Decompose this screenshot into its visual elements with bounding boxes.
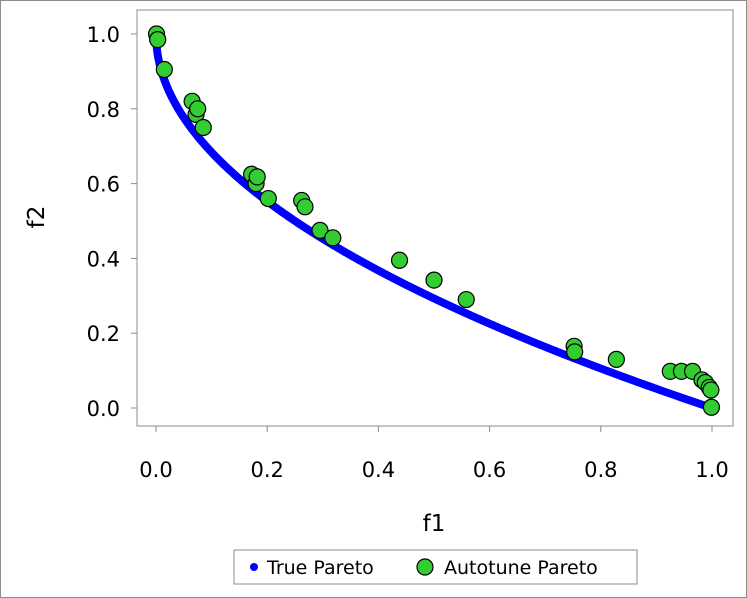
autotune-pareto-point [259,189,277,208]
legend: True Pareto Autotune Pareto [233,549,638,585]
autotune-pareto-point [296,198,314,216]
autotune-pareto-point [194,118,212,137]
true-pareto-series [152,30,716,412]
x-tick-label: 0.6 [473,458,506,482]
legend-autotune-pareto-label: Autotune Pareto [444,557,598,579]
legend-true-pareto-label: True Pareto [266,557,374,579]
autotune-pareto-point [390,251,409,269]
legend-true-pareto-marker [250,563,258,571]
y-tick-label: 0.2 [87,322,120,346]
legend-autotune-pareto-marker [416,558,434,576]
autotune-pareto-series [147,25,721,416]
autotune-pareto-point [566,343,584,361]
autotune-pareto-point [149,31,167,49]
y-tick-label: 0.4 [87,247,120,271]
x-axis-title: f1 [423,511,446,537]
x-tick-label: 0.4 [362,458,395,482]
x-tick-label: 1.0 [695,458,728,482]
autotune-pareto-point [248,168,266,186]
autotune-pareto-point [702,381,720,399]
autotune-pareto-point [324,229,342,247]
y-axis-title: f2 [24,206,50,229]
autotune-pareto-point [425,271,443,289]
x-axis: 0.0 0.2 0.4 0.6 0.8 1.0 [139,426,729,482]
autotune-pareto-point [457,290,475,309]
legend-box [233,549,638,585]
y-tick-label: 0.6 [87,173,120,197]
autotune-pareto-point [311,221,329,239]
x-tick-label: 0.0 [139,458,172,482]
y-tick-label: 1.0 [87,23,120,47]
autotune-pareto-point [702,398,721,416]
y-tick-label: 0.8 [87,98,120,122]
x-tick-label: 0.8 [584,458,617,482]
x-tick-label: 0.2 [250,458,283,482]
y-tick-label: 0.0 [87,397,120,421]
autotune-pareto-point [189,100,207,118]
autotune-pareto-point [155,60,173,79]
autotune-pareto-point [607,350,625,368]
y-axis: 0.0 0.2 0.4 0.6 0.8 1.0 [87,23,137,421]
plot-area [136,9,734,427]
